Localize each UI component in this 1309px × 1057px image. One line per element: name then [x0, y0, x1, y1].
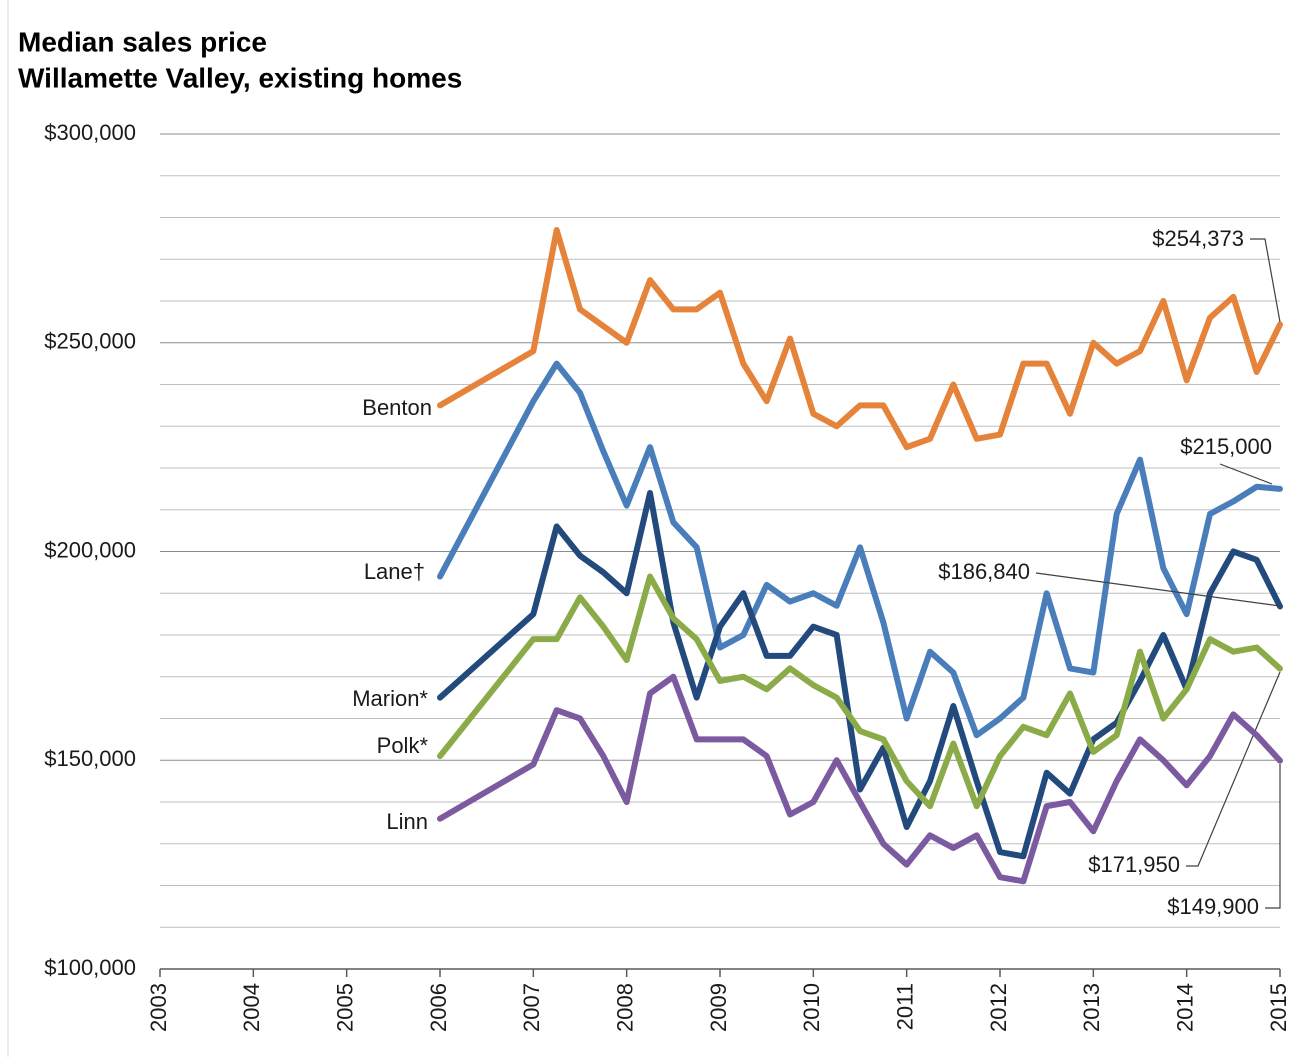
series-line	[437, 490, 1283, 860]
x-tick-label: 2004	[239, 983, 264, 1032]
leader-line	[1265, 764, 1281, 909]
end-value-label: $171,950	[1088, 852, 1180, 877]
y-tick-label: $250,000	[44, 329, 136, 354]
series-label: Benton	[362, 395, 432, 420]
x-tick-label: 2003	[146, 983, 171, 1032]
series-line	[437, 573, 1283, 810]
end-value-label: $215,000	[1180, 434, 1272, 459]
leader-line	[1186, 671, 1281, 867]
x-tick-label: 2007	[519, 983, 544, 1032]
leader-line	[1219, 463, 1273, 485]
x-tick-label: 2009	[706, 983, 731, 1032]
x-tick-label: 2014	[1172, 983, 1197, 1032]
y-tick-label: $150,000	[44, 746, 136, 771]
series-line	[437, 227, 1283, 451]
end-value-label: $149,900	[1167, 894, 1259, 919]
leader-line	[1250, 238, 1281, 323]
series-label: Lane†	[364, 559, 425, 584]
end-value-label: $254,373	[1152, 226, 1244, 251]
series-label: Polk*	[377, 733, 429, 758]
series-line	[437, 360, 1283, 739]
x-tick-label: 2006	[426, 983, 451, 1032]
y-tick-label: $300,000	[44, 120, 136, 145]
series-label: Linn	[386, 809, 428, 834]
leader-line	[1035, 572, 1281, 607]
x-tick-label: 2013	[1079, 983, 1104, 1032]
series-label: Marion*	[352, 686, 428, 711]
y-tick-label: $200,000	[44, 537, 136, 562]
y-tick-label: $100,000	[44, 955, 136, 980]
x-tick-label: 2011	[892, 983, 917, 1030]
x-tick-label: 2005	[332, 983, 357, 1032]
x-tick-label: 2015	[1266, 983, 1291, 1032]
x-tick-label: 2010	[799, 983, 824, 1032]
chart-subtitle: Willamette Valley, existing homes	[18, 62, 462, 93]
x-tick-label: 2012	[986, 983, 1011, 1032]
chart-title: Median sales price	[18, 26, 267, 57]
end-value-label: $186,840	[938, 559, 1030, 584]
x-tick-label: 2008	[612, 983, 637, 1032]
series-line	[437, 673, 1283, 885]
